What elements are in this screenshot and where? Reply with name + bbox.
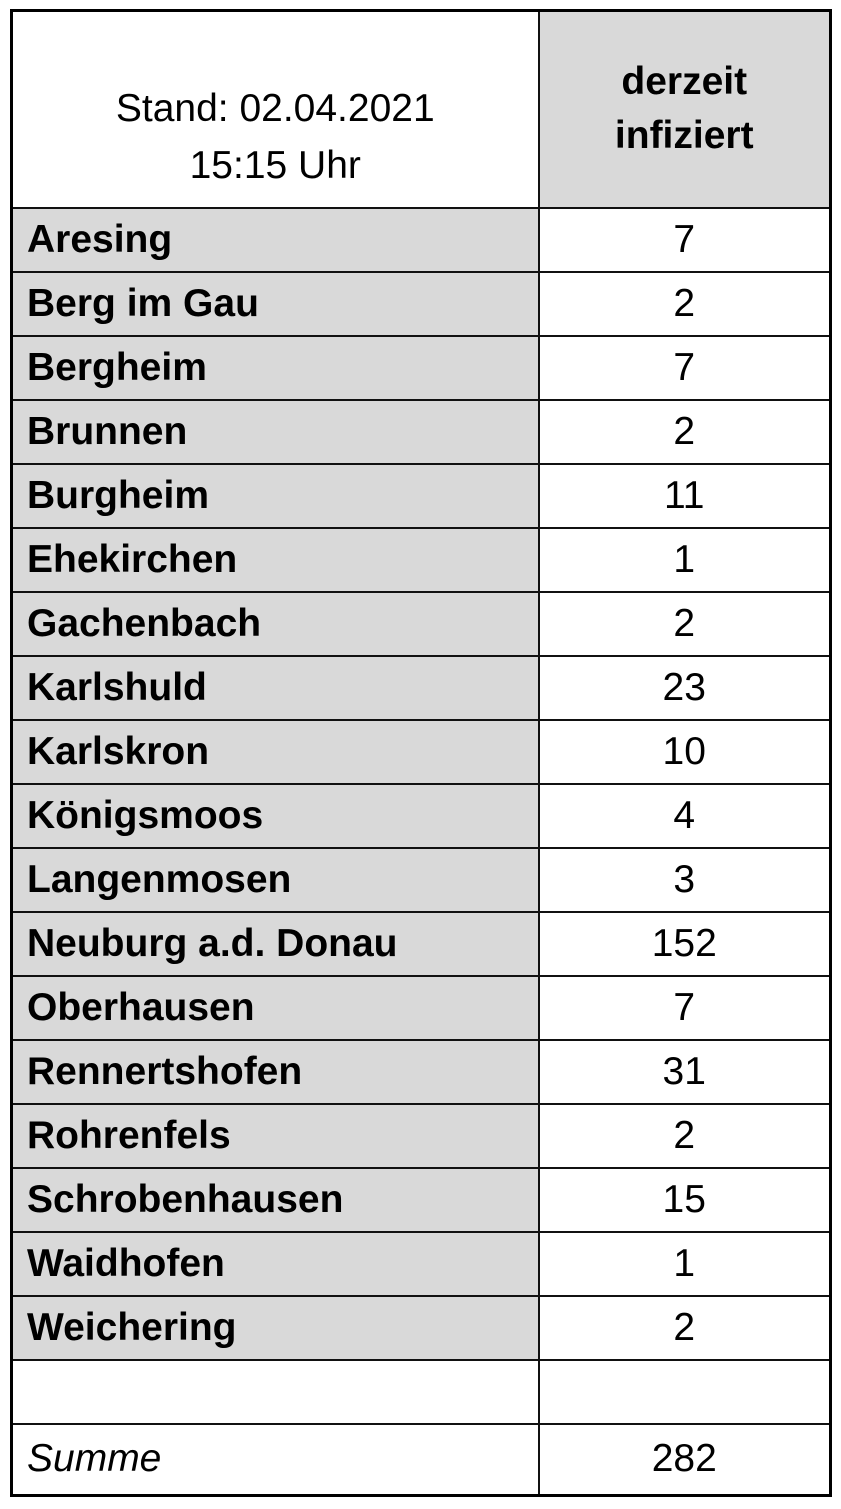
empty-value-cell bbox=[537, 1358, 832, 1425]
municipality-name: Brunnen bbox=[10, 398, 540, 465]
infection-count: 7 bbox=[537, 974, 832, 1041]
municipality-name: Weichering bbox=[10, 1294, 540, 1361]
sum-row: Summe 282 bbox=[10, 1422, 832, 1497]
municipality-name: Aresing bbox=[10, 206, 540, 273]
infection-count: 2 bbox=[537, 398, 832, 465]
infection-count: 3 bbox=[537, 846, 832, 913]
table-caption-cell: Stand: 02.04.2021 15:15 Uhr bbox=[10, 9, 540, 209]
table-row: Neuburg a.d. Donau 152 bbox=[10, 910, 832, 977]
infection-table-sheet: Stand: 02.04.2021 15:15 Uhr derzeit infi… bbox=[10, 9, 832, 1497]
infection-count: 4 bbox=[537, 782, 832, 849]
table-row: Langenmosen 3 bbox=[10, 846, 832, 913]
municipality-name: Oberhausen bbox=[10, 974, 540, 1041]
empty-row bbox=[10, 1358, 832, 1425]
municipality-name: Schrobenhausen bbox=[10, 1166, 540, 1233]
table-row: Königsmoos 4 bbox=[10, 782, 832, 849]
infection-count: 23 bbox=[537, 654, 832, 721]
infection-count: 2 bbox=[537, 590, 832, 657]
table-row: Berg im Gau 2 bbox=[10, 270, 832, 337]
table-row: Schrobenhausen 15 bbox=[10, 1166, 832, 1233]
table-row: Ehekirchen 1 bbox=[10, 526, 832, 593]
stand-time: 15:15 Uhr bbox=[189, 143, 361, 187]
table-row: Oberhausen 7 bbox=[10, 974, 832, 1041]
municipality-name: Burgheim bbox=[10, 462, 540, 529]
municipality-name: Karlshuld bbox=[10, 654, 540, 721]
infection-count: 15 bbox=[537, 1166, 832, 1233]
infection-count: 10 bbox=[537, 718, 832, 785]
table-row: Bergheim 7 bbox=[10, 334, 832, 401]
table-row: Aresing 7 bbox=[10, 206, 832, 273]
municipality-name: Langenmosen bbox=[10, 846, 540, 913]
municipality-name: Rennertshofen bbox=[10, 1038, 540, 1105]
table-row: Karlskron 10 bbox=[10, 718, 832, 785]
municipality-name: Waidhofen bbox=[10, 1230, 540, 1297]
table-row: Weichering 2 bbox=[10, 1294, 832, 1361]
table-row: Karlshuld 23 bbox=[10, 654, 832, 721]
table-row: Rohrenfels 2 bbox=[10, 1102, 832, 1169]
municipality-name: Gachenbach bbox=[10, 590, 540, 657]
municipality-name: Bergheim bbox=[10, 334, 540, 401]
municipality-name: Rohrenfels bbox=[10, 1102, 540, 1169]
empty-name-cell bbox=[10, 1358, 540, 1425]
header-row: Stand: 02.04.2021 15:15 Uhr derzeit infi… bbox=[10, 9, 832, 209]
infection-count: 31 bbox=[537, 1038, 832, 1105]
column-header-line1: derzeit bbox=[621, 59, 748, 103]
infection-count: 11 bbox=[537, 462, 832, 529]
table-row: Gachenbach 2 bbox=[10, 590, 832, 657]
column-header-line2: infiziert bbox=[614, 114, 754, 158]
infection-count: 2 bbox=[537, 270, 832, 337]
table-body: Stand: 02.04.2021 15:15 Uhr derzeit infi… bbox=[10, 9, 832, 1497]
infection-count: 1 bbox=[537, 1230, 832, 1297]
stand-date: Stand: 02.04.2021 bbox=[115, 87, 435, 131]
municipality-name: Neuburg a.d. Donau bbox=[10, 910, 540, 977]
infection-count: 2 bbox=[537, 1294, 832, 1361]
sum-value: 282 bbox=[537, 1422, 832, 1497]
infection-count: 2 bbox=[537, 1102, 832, 1169]
infection-count: 7 bbox=[537, 206, 832, 273]
municipality-name: Ehekirchen bbox=[10, 526, 540, 593]
infection-count: 1 bbox=[537, 526, 832, 593]
table-row: Rennertshofen 31 bbox=[10, 1038, 832, 1105]
municipality-name: Berg im Gau bbox=[10, 270, 540, 337]
infection-table: Stand: 02.04.2021 15:15 Uhr derzeit infi… bbox=[10, 9, 832, 1497]
sum-label: Summe bbox=[10, 1422, 540, 1497]
column-header-derzeit-infiziert: derzeit infiziert bbox=[537, 9, 832, 209]
municipality-name: Königsmoos bbox=[10, 782, 540, 849]
infection-count: 152 bbox=[537, 910, 832, 977]
municipality-name: Karlskron bbox=[10, 718, 540, 785]
table-row: Burgheim 11 bbox=[10, 462, 832, 529]
infection-count: 7 bbox=[537, 334, 832, 401]
table-row: Brunnen 2 bbox=[10, 398, 832, 465]
table-row: Waidhofen 1 bbox=[10, 1230, 832, 1297]
